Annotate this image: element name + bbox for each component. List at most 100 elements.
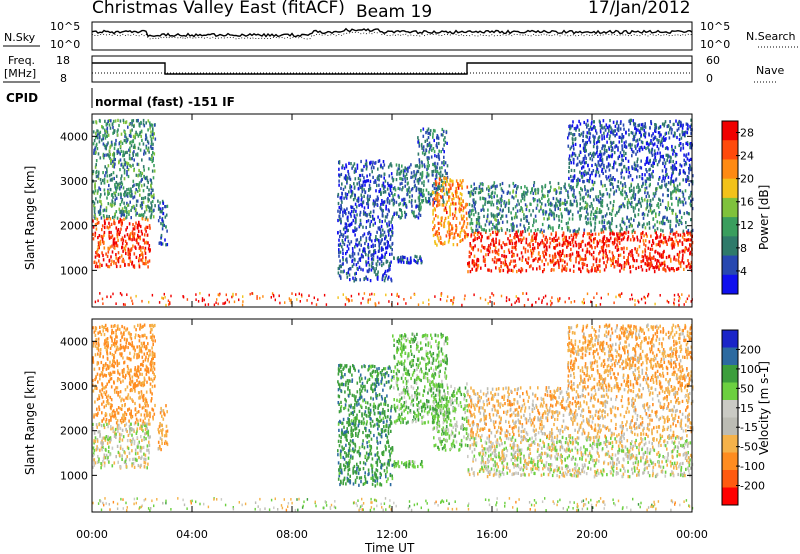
echo-cell bbox=[149, 121, 151, 125]
echo-cell bbox=[484, 257, 486, 261]
echo-cell bbox=[393, 186, 396, 190]
echo-cell bbox=[670, 196, 672, 200]
echo-cell bbox=[587, 193, 590, 197]
echo-cell bbox=[128, 187, 130, 191]
echo-cell bbox=[418, 212, 420, 216]
echo-cell bbox=[132, 151, 134, 155]
echo-cell bbox=[355, 242, 357, 246]
echo-cell bbox=[637, 164, 639, 168]
echo-cell bbox=[673, 165, 675, 169]
echo-cell bbox=[345, 226, 348, 230]
echo-cell bbox=[660, 186, 662, 190]
echo-cell bbox=[670, 180, 672, 184]
echo-cell bbox=[467, 270, 469, 274]
echo-cell bbox=[374, 161, 377, 165]
echo-cell bbox=[414, 183, 416, 187]
echo-cell bbox=[164, 215, 167, 219]
echo-cell bbox=[517, 229, 520, 233]
echo-cell bbox=[141, 253, 144, 257]
echo-cell bbox=[106, 167, 108, 171]
echo-cell bbox=[660, 133, 662, 137]
echo-cell bbox=[118, 186, 121, 190]
echo-cell bbox=[653, 270, 656, 274]
echo-cell bbox=[483, 228, 485, 232]
echo-cell bbox=[613, 199, 615, 204]
echo-cell bbox=[690, 199, 692, 203]
echo-cell bbox=[668, 254, 670, 258]
echo-cell bbox=[661, 122, 664, 126]
echo-cell bbox=[631, 150, 634, 154]
echo-cell bbox=[551, 254, 554, 258]
echo-cell bbox=[626, 202, 629, 206]
echo-cell bbox=[386, 215, 388, 219]
echo-cell bbox=[388, 193, 391, 197]
echo-cell bbox=[596, 151, 598, 155]
echo-cell bbox=[480, 232, 482, 236]
echo-cell bbox=[343, 166, 346, 170]
echo-cell bbox=[337, 201, 340, 206]
echo-cell bbox=[351, 166, 353, 170]
echo-cell bbox=[421, 151, 424, 155]
echo-cell bbox=[649, 198, 652, 203]
echo-cell bbox=[558, 200, 561, 204]
echo-cell bbox=[440, 294, 442, 297]
echo-cell bbox=[509, 191, 511, 195]
echo-cell bbox=[671, 208, 673, 212]
echo-cell bbox=[446, 164, 449, 168]
echo-cell bbox=[603, 163, 605, 167]
echo-cell bbox=[110, 141, 113, 145]
echo-cell bbox=[118, 220, 120, 224]
echo-cell bbox=[125, 120, 127, 125]
echo-cell bbox=[586, 263, 588, 268]
echo-cell bbox=[559, 297, 561, 300]
echo-cell bbox=[93, 191, 96, 195]
echo-cell bbox=[500, 194, 503, 198]
echo-cell bbox=[524, 191, 527, 195]
echo-cell bbox=[107, 192, 109, 196]
echo-cell bbox=[612, 254, 614, 258]
echo-cell bbox=[623, 246, 625, 250]
echo-cell bbox=[352, 229, 354, 233]
echo-cell bbox=[133, 234, 135, 238]
echo-cell bbox=[637, 200, 640, 204]
echo-cell bbox=[654, 152, 657, 156]
echo-cell bbox=[376, 176, 379, 180]
echo-cell bbox=[682, 203, 685, 207]
echo-cell bbox=[681, 130, 684, 134]
echo-cell bbox=[317, 298, 319, 301]
echo-cell bbox=[679, 198, 681, 202]
echo-cell bbox=[150, 142, 153, 146]
echo-cell bbox=[582, 234, 584, 238]
echo-cell bbox=[128, 153, 131, 157]
echo-cell bbox=[390, 162, 392, 166]
echo-cell bbox=[565, 188, 567, 192]
echo-cell bbox=[613, 240, 616, 244]
echo-cell bbox=[372, 202, 374, 206]
echo-cell bbox=[436, 193, 439, 198]
echo-cell bbox=[148, 224, 151, 228]
echo-cell bbox=[606, 260, 608, 264]
echo-cell bbox=[643, 234, 645, 238]
echo-cell bbox=[502, 208, 504, 212]
echo-cell bbox=[558, 186, 560, 190]
echo-cell bbox=[381, 276, 384, 280]
echo-cell bbox=[665, 269, 667, 273]
echo-cell bbox=[566, 241, 569, 246]
echo-cell bbox=[448, 227, 450, 231]
echo-cell bbox=[152, 146, 154, 151]
echo-cell bbox=[133, 124, 135, 128]
echo-cell bbox=[500, 187, 503, 191]
echo-cell bbox=[378, 246, 381, 250]
echo-cell bbox=[135, 203, 138, 207]
echo-cell bbox=[635, 164, 637, 168]
echo-cell bbox=[511, 228, 514, 233]
echo-cell bbox=[427, 160, 429, 165]
echo-cell bbox=[366, 202, 368, 206]
echo-cell bbox=[386, 245, 389, 249]
echo-cell bbox=[558, 263, 560, 267]
echo-cell bbox=[524, 250, 527, 254]
echo-cell bbox=[113, 146, 116, 151]
echo-cell bbox=[621, 189, 624, 193]
echo-cell bbox=[146, 175, 148, 179]
echo-cell bbox=[133, 168, 135, 173]
